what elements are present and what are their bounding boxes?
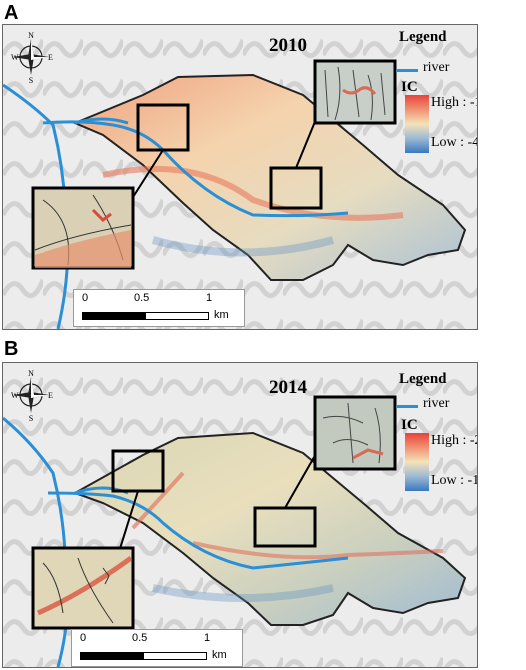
scale-tick-1: 1: [206, 292, 213, 304]
high-ic-band: [192, 541, 444, 560]
legend-river-swatch: [396, 405, 418, 408]
legend-ic-title: IC: [401, 79, 418, 95]
scale-bar-black: [80, 652, 144, 660]
inset-west: [31, 186, 135, 270]
legend-title: Legend: [399, 29, 447, 45]
legend-river-label: river: [423, 60, 450, 75]
scale-bar-white: [145, 312, 209, 320]
catchment-ic-area: [72, 431, 467, 626]
inset-west: [31, 546, 135, 630]
scale-tick-0: 0: [82, 292, 89, 304]
river-tributary: [47, 491, 349, 570]
panel-label-b: B: [4, 338, 19, 360]
legend-title: Legend: [399, 371, 447, 387]
panel-label-a: A: [4, 2, 19, 24]
low-ic-band: [151, 236, 335, 257]
high-ic-ridge: [131, 471, 185, 530]
legend-color-ramp: [405, 433, 429, 491]
scale-tick-0: 0: [80, 632, 87, 644]
compass-e: E: [48, 391, 53, 400]
map-panel-2014: 2014 Legend river IC High : -2.56 Low : …: [2, 362, 478, 668]
north-arrow-icon: N S W E: [11, 31, 53, 83]
scale-bar-black: [82, 312, 146, 320]
scale-unit: km: [212, 649, 227, 661]
inset-east: [313, 59, 397, 125]
legend-ic-title: IC: [401, 417, 418, 433]
compass-s: S: [29, 414, 33, 421]
scale-bar: 0 0.5 1 km: [73, 289, 245, 327]
year-label: 2014: [269, 377, 307, 398]
compass-e: E: [48, 53, 53, 62]
compass-n: N: [28, 369, 34, 378]
legend-low-label: Low : -10.48: [431, 473, 477, 488]
legend-high-label: High : -2.56: [431, 433, 477, 448]
river-tributary: [42, 120, 349, 218]
scale-bar: 0 0.5 1 km: [71, 629, 243, 667]
compass-w: W: [11, 53, 19, 62]
legend-color-ramp: [405, 95, 429, 153]
scale-bar-white: [143, 652, 207, 660]
legend-low-label: Low : -4.96: [431, 135, 477, 150]
year-label: 2010: [269, 35, 307, 56]
compass-s: S: [29, 76, 33, 83]
river-branch: [74, 117, 129, 125]
inset-east: [313, 395, 397, 471]
map-canvas-2014: [3, 363, 477, 667]
scale-tick-half: 0.5: [134, 292, 150, 304]
high-ic-band: [102, 165, 404, 221]
compass-w: W: [11, 391, 19, 400]
low-ic-band: [152, 584, 334, 602]
map-panel-2010: 2010 Legend river IC High : -1.67 Low : …: [2, 24, 478, 330]
scale-tick-half: 0.5: [132, 632, 148, 644]
legend-river-label: river: [423, 396, 450, 411]
north-arrow-icon: N S W E: [11, 369, 53, 421]
map-canvas-2010: [3, 25, 477, 329]
scale-unit: km: [214, 309, 229, 321]
legend-high-label: High : -1.67: [431, 95, 477, 110]
scale-tick-1: 1: [204, 632, 211, 644]
legend-river-swatch: [396, 69, 418, 72]
compass-n: N: [28, 31, 34, 40]
river-main: [3, 83, 70, 329]
